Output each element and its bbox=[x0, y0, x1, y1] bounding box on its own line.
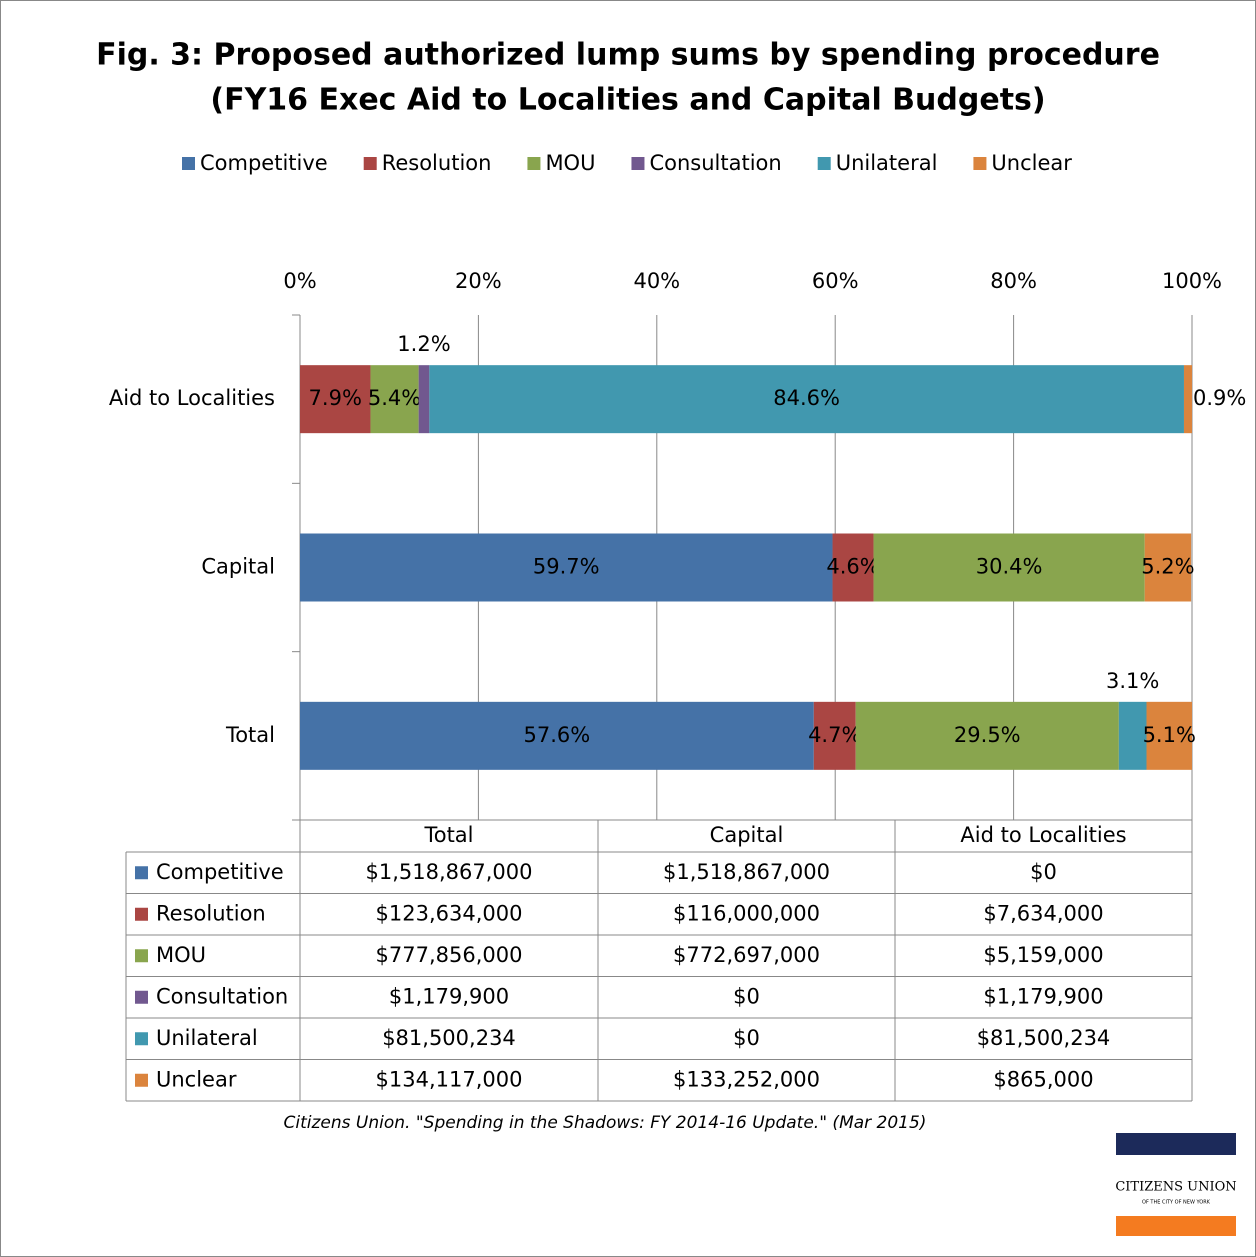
x-tick-label: 100% bbox=[1162, 269, 1222, 293]
table-row-label: Unclear bbox=[156, 1067, 237, 1091]
table-cell: $1,518,867,000 bbox=[366, 860, 533, 884]
table-cell: $0 bbox=[1030, 860, 1057, 884]
table-cell: $134,117,000 bbox=[376, 1067, 523, 1091]
bar-segment bbox=[855, 701, 1119, 770]
table-header: Capital bbox=[710, 823, 784, 847]
data-label: 1.2% bbox=[397, 332, 450, 356]
bar-segment bbox=[873, 533, 1145, 602]
bar-segment bbox=[418, 365, 430, 434]
y-tick-label: Aid to Localities bbox=[109, 386, 275, 410]
legend-swatch bbox=[631, 157, 645, 170]
table-row-label: Unilateral bbox=[156, 1026, 258, 1050]
data-label: 7.9% bbox=[309, 386, 362, 410]
table-cell: $772,697,000 bbox=[673, 943, 820, 967]
table-row-label: Competitive bbox=[156, 860, 284, 884]
table-header: Total bbox=[423, 823, 473, 847]
legend-label: Unilateral bbox=[836, 151, 938, 175]
x-tick-label: 20% bbox=[455, 269, 502, 293]
legend-label: MOU bbox=[545, 151, 595, 175]
source: Citizens Union. "Spending in the Shadows… bbox=[284, 1113, 927, 1133]
bar-segment bbox=[813, 701, 856, 770]
data-label: 57.6% bbox=[524, 723, 591, 747]
bar-segment bbox=[1118, 701, 1147, 770]
bar-segment bbox=[1183, 365, 1192, 434]
data-label: 5.1% bbox=[1143, 723, 1196, 747]
bar-segment bbox=[300, 365, 371, 434]
table-cell: $865,000 bbox=[993, 1067, 1093, 1091]
table-swatch bbox=[135, 1073, 148, 1087]
logo-text: CITIZENS UNION bbox=[1115, 1180, 1236, 1195]
x-tick-label: 40% bbox=[633, 269, 680, 293]
table-cell: $1,179,900 bbox=[389, 984, 509, 1008]
data-label: 84.6% bbox=[773, 386, 840, 410]
table-cell: $81,500,234 bbox=[977, 1026, 1111, 1050]
legend-swatch bbox=[973, 157, 987, 170]
table-swatch bbox=[135, 866, 148, 880]
table-swatch bbox=[135, 1032, 148, 1046]
x-tick-label: 60% bbox=[812, 269, 859, 293]
logo-band bbox=[1116, 1133, 1236, 1155]
table-cell: $5,159,000 bbox=[983, 943, 1103, 967]
data-label: 3.1% bbox=[1106, 669, 1159, 693]
bar-segment bbox=[1144, 533, 1192, 602]
x-tick-label: 0% bbox=[283, 269, 316, 293]
table-swatch bbox=[135, 949, 148, 963]
logo: CITIZENS UNION OF THE CITY OF NEW YORK bbox=[1115, 1133, 1237, 1236]
data-label: 4.7% bbox=[808, 723, 861, 747]
table-row-label: Consultation bbox=[156, 984, 288, 1008]
table-cell: $81,500,234 bbox=[382, 1026, 516, 1050]
data-label: 59.7% bbox=[533, 555, 600, 579]
bar-segment bbox=[832, 533, 874, 602]
chart-subtitle: (FY16 Exec Aid to Localities and Capital… bbox=[210, 83, 1045, 118]
table-cell: $0 bbox=[733, 1026, 760, 1050]
legend-swatch bbox=[363, 157, 377, 170]
bar-segment bbox=[300, 533, 833, 602]
bar-segment bbox=[1146, 701, 1192, 770]
table-cell: $7,634,000 bbox=[983, 901, 1103, 925]
legend-label: Unclear bbox=[991, 151, 1072, 175]
table-cell: $0 bbox=[733, 984, 760, 1008]
x-tick-label: 80% bbox=[990, 269, 1037, 293]
table-swatch bbox=[135, 907, 148, 921]
data-label: 30.4% bbox=[976, 555, 1043, 579]
legend-swatch bbox=[527, 157, 541, 170]
data-label: 0.9% bbox=[1193, 386, 1246, 410]
data-label: 29.5% bbox=[954, 723, 1021, 747]
legend-swatch bbox=[817, 157, 831, 170]
logo-text: OF THE CITY OF NEW YORK bbox=[1142, 1200, 1211, 1206]
data-label: 5.2% bbox=[1141, 555, 1194, 579]
table-header: Aid to Localities bbox=[960, 823, 1126, 847]
bar-segment bbox=[370, 365, 419, 434]
legend-label: Consultation bbox=[649, 151, 781, 175]
table-cell: $133,252,000 bbox=[673, 1067, 820, 1091]
table-row-label: Resolution bbox=[156, 901, 266, 925]
chart-title: Fig. 3: Proposed authorized lump sums by… bbox=[96, 38, 1160, 73]
legend-label: Resolution bbox=[382, 151, 492, 175]
bar-segment bbox=[300, 701, 814, 770]
data-label: 4.6% bbox=[826, 555, 879, 579]
table-swatch bbox=[135, 990, 148, 1004]
legend-label: Competitive bbox=[200, 151, 328, 175]
y-tick-label: Capital bbox=[201, 555, 275, 579]
table-cell: $1,518,867,000 bbox=[663, 860, 830, 884]
data-label: 5.4% bbox=[368, 386, 421, 410]
y-tick-label: Total bbox=[225, 723, 275, 747]
bar-segment bbox=[429, 365, 1184, 434]
table-cell: $123,634,000 bbox=[376, 901, 523, 925]
legend-swatch bbox=[182, 157, 195, 170]
table-row-label: MOU bbox=[156, 943, 206, 967]
table-cell: $116,000,000 bbox=[673, 901, 820, 925]
table-cell: $777,856,000 bbox=[376, 943, 523, 967]
table-cell: $1,179,900 bbox=[983, 984, 1103, 1008]
logo-band bbox=[1116, 1216, 1236, 1236]
